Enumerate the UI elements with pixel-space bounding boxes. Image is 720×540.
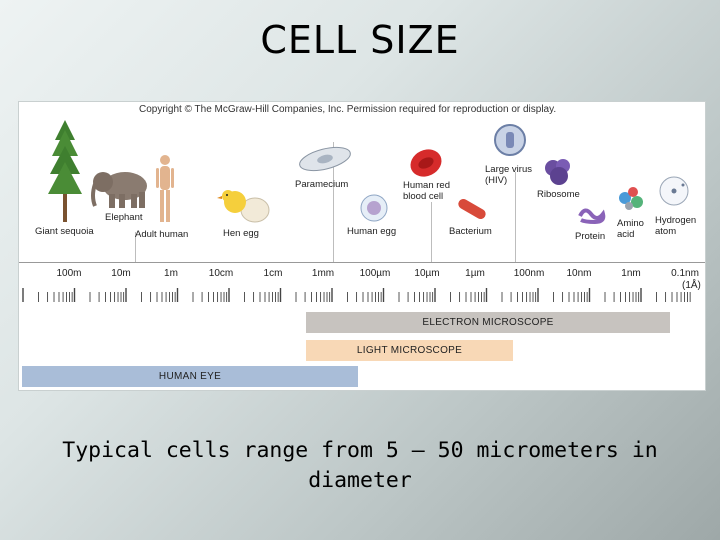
human-figure-icon — [156, 155, 174, 222]
cell-size-figure: Copyright © The McGraw-Hill Companies, I… — [18, 101, 706, 391]
hydrogen-atom-icon — [659, 176, 689, 206]
sequoia-tree-icon — [48, 120, 82, 222]
scale-angstrom-label: (1Å) — [682, 280, 701, 291]
label-bacterium: Bacterium — [449, 226, 492, 237]
elephant-icon — [91, 172, 147, 208]
amino-acid-icon — [619, 187, 643, 210]
protein-icon — [578, 208, 606, 225]
guide-line — [515, 172, 516, 262]
label-giant-sequoia: Giant sequoia — [35, 226, 94, 237]
scale-label: 10nm — [566, 268, 592, 279]
caption-line-1: Typical cells range from 5 – 50 micromet… — [62, 438, 658, 463]
label-human-egg: Human egg — [347, 226, 397, 237]
label-amino-acid-2: acid — [617, 229, 635, 240]
scale-label: 10µm — [414, 268, 440, 279]
scale-label: 100µm — [359, 268, 391, 279]
scale-label: 1mm — [311, 268, 335, 279]
human-egg-icon — [360, 194, 388, 222]
label-hen-egg: Hen egg — [223, 228, 259, 239]
human-eye-range: HUMAN EYE — [22, 366, 358, 387]
electron-microscope-range: ELECTRON MICROSCOPE — [306, 312, 670, 333]
label-red-blood-cell-2: blood cell — [403, 191, 444, 202]
slide-title: CELL SIZE — [260, 18, 460, 62]
paramecium-icon — [299, 146, 351, 172]
label-large-virus-2: (HIV) — [485, 175, 508, 186]
hen-egg-icon — [217, 190, 270, 223]
label-protein: Protein — [575, 231, 606, 242]
scale-label: 10cm — [208, 268, 234, 279]
guide-line — [135, 232, 136, 262]
label-red-blood-cell-1: Human red — [403, 180, 450, 191]
guide-line — [431, 202, 432, 262]
label-large-virus-1: Large virus — [485, 164, 532, 175]
scale-axis-line — [19, 262, 705, 263]
scale-label: 1m — [164, 268, 178, 279]
label-hydrogen-atom-1: Hydrogen — [655, 215, 697, 226]
label-paramecium: Paramecium — [295, 179, 349, 190]
scale-label: 1µm — [465, 268, 485, 279]
scale-label: 1nm — [621, 268, 641, 279]
bacterium-icon — [458, 199, 486, 219]
scale-label: 100nm — [513, 268, 545, 279]
scale-label: 10m — [111, 268, 131, 279]
red-blood-cell-icon — [410, 149, 442, 177]
label-hydrogen-atom-2: atom — [655, 226, 677, 237]
guide-line — [333, 142, 334, 262]
label-amino-acid-1: Amino — [617, 218, 644, 229]
scale-label: 100m — [56, 268, 82, 279]
copyright-notice: Copyright © The McGraw-Hill Companies, I… — [139, 104, 557, 115]
label-adult-human: Adult human — [135, 229, 189, 240]
scale-label: 0.1nm — [671, 268, 699, 279]
caption-line-2: diameter — [308, 468, 412, 493]
log-scale-ruler — [22, 288, 691, 302]
label-elephant: Elephant — [105, 212, 143, 223]
scale-label: 1cm — [263, 268, 283, 279]
light-microscope-range: LIGHT MICROSCOPE — [306, 340, 513, 361]
label-ribosome: Ribosome — [537, 189, 580, 200]
caption: Typical cells range from 5 – 50 micromet… — [0, 436, 720, 496]
virus-icon — [494, 124, 526, 156]
ribosome-icon — [545, 159, 570, 185]
